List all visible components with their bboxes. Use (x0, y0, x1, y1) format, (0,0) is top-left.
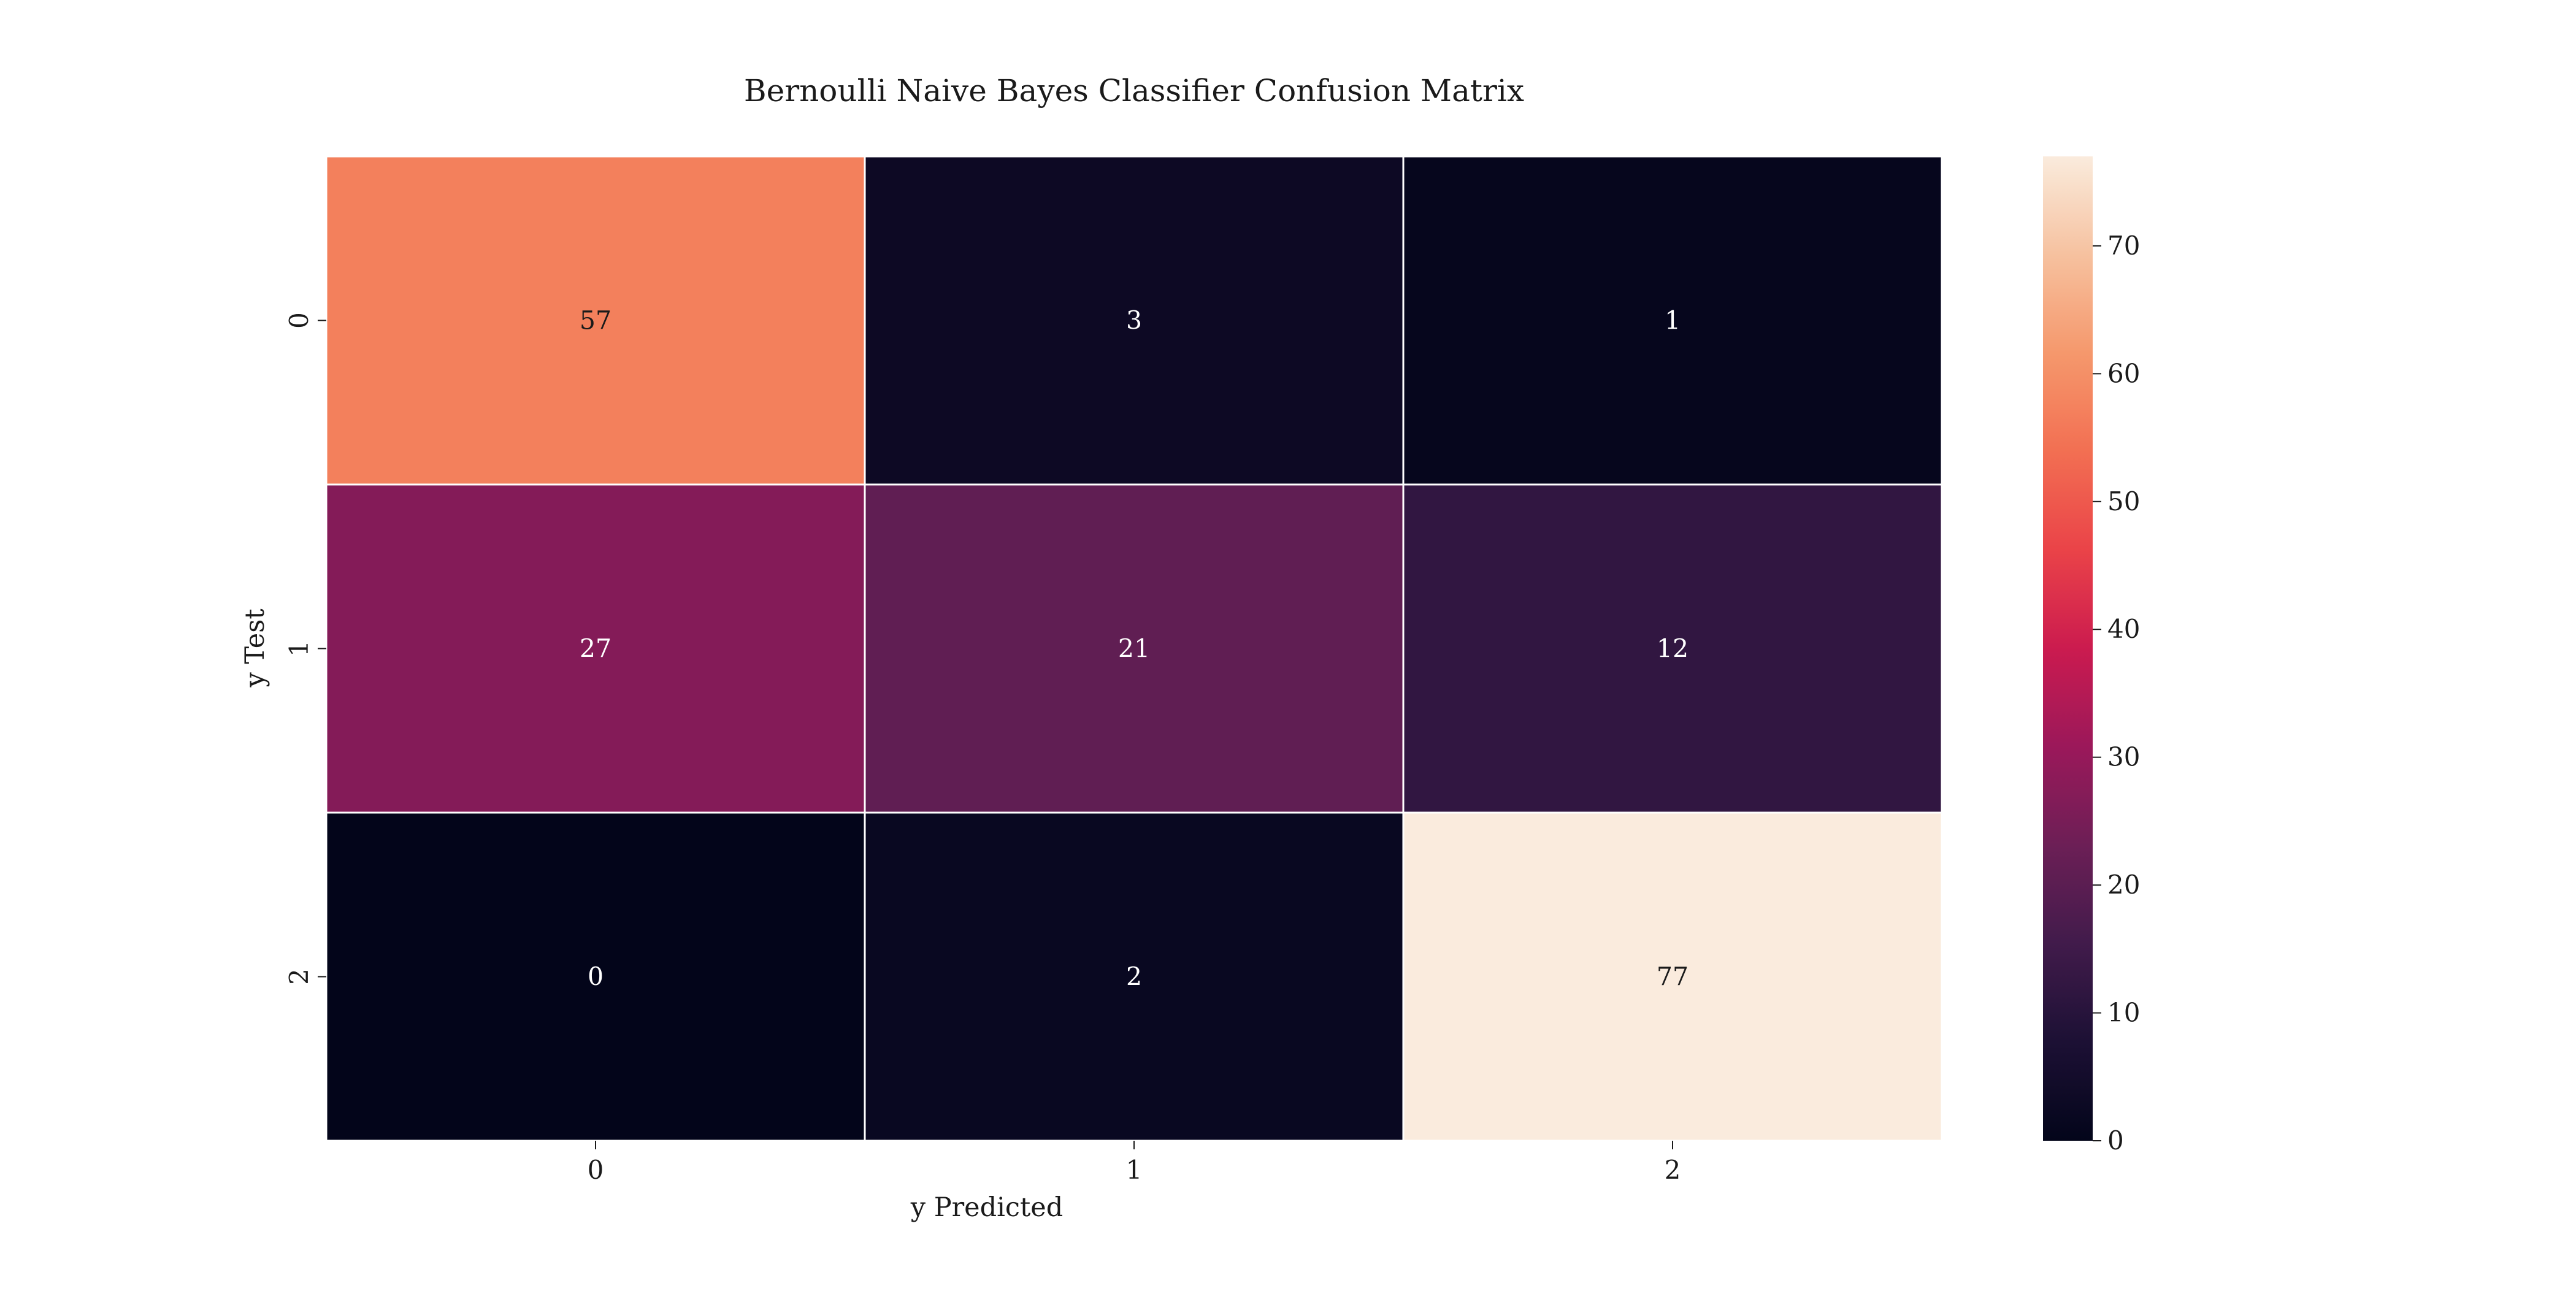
heatmap-cell (864, 483, 1405, 814)
heatmap-cell-value: 77 (1657, 962, 1689, 992)
x-tick-label: 1 (1126, 1155, 1143, 1185)
colorbar-tick-label: 40 (2107, 614, 2140, 644)
colorbar-tick-label: 70 (2107, 231, 2140, 261)
y-tick-label: 0 (284, 312, 314, 329)
y-axis-ticks: 0 1 2 (284, 312, 326, 985)
heatmap-cell-value: 3 (1126, 306, 1142, 335)
heatmap-cell-value: 21 (1118, 634, 1150, 664)
colorbar-tick-label: 0 (2107, 1125, 2124, 1155)
heatmap-cell (1402, 483, 1943, 814)
colorbar-tick-label: 20 (2107, 870, 2140, 900)
colorbar-tick-label: 60 (2107, 358, 2140, 388)
heatmap-cell-value: 1 (1665, 306, 1681, 335)
heatmap-cell-value: 2 (1126, 962, 1142, 992)
heatmap-cell-value: 12 (1657, 634, 1689, 664)
y-tick-label: 1 (284, 640, 314, 657)
colorbar-tick-label: 10 (2107, 998, 2140, 1028)
heatmap-cell-value: 27 (580, 634, 611, 664)
heatmap-cell (325, 483, 866, 814)
colorbar: 0 10 20 30 40 50 60 70 (2043, 156, 2140, 1155)
heatmap-cell-value: 57 (580, 306, 611, 335)
heatmap-cell-labels: 57 3 1 27 21 12 0 2 77 (580, 306, 1689, 992)
colorbar-gradient (2043, 156, 2093, 1141)
heatmap-cell (325, 811, 866, 1142)
chart-title: Bernoulli Naive Bayes Classifier Confusi… (744, 73, 1524, 109)
heatmap-cell (325, 155, 866, 486)
y-tick-label: 2 (284, 968, 314, 985)
heatmap-cell (864, 155, 1405, 486)
x-tick-label: 0 (588, 1155, 604, 1185)
x-axis-label: y Predicted (910, 1192, 1064, 1223)
colorbar-tick-label: 50 (2107, 486, 2140, 516)
colorbar-tick-label: 30 (2107, 742, 2140, 772)
heatmap-cell-value: 0 (588, 962, 604, 992)
x-tick-label: 2 (1665, 1155, 1681, 1185)
heatmap-cells (325, 155, 1943, 1142)
x-axis-ticks: 0 1 2 (588, 1141, 1681, 1185)
heatmap-cell (1402, 155, 1943, 486)
heatmap-cell (864, 811, 1405, 1142)
y-axis-label: y Test (240, 608, 270, 688)
